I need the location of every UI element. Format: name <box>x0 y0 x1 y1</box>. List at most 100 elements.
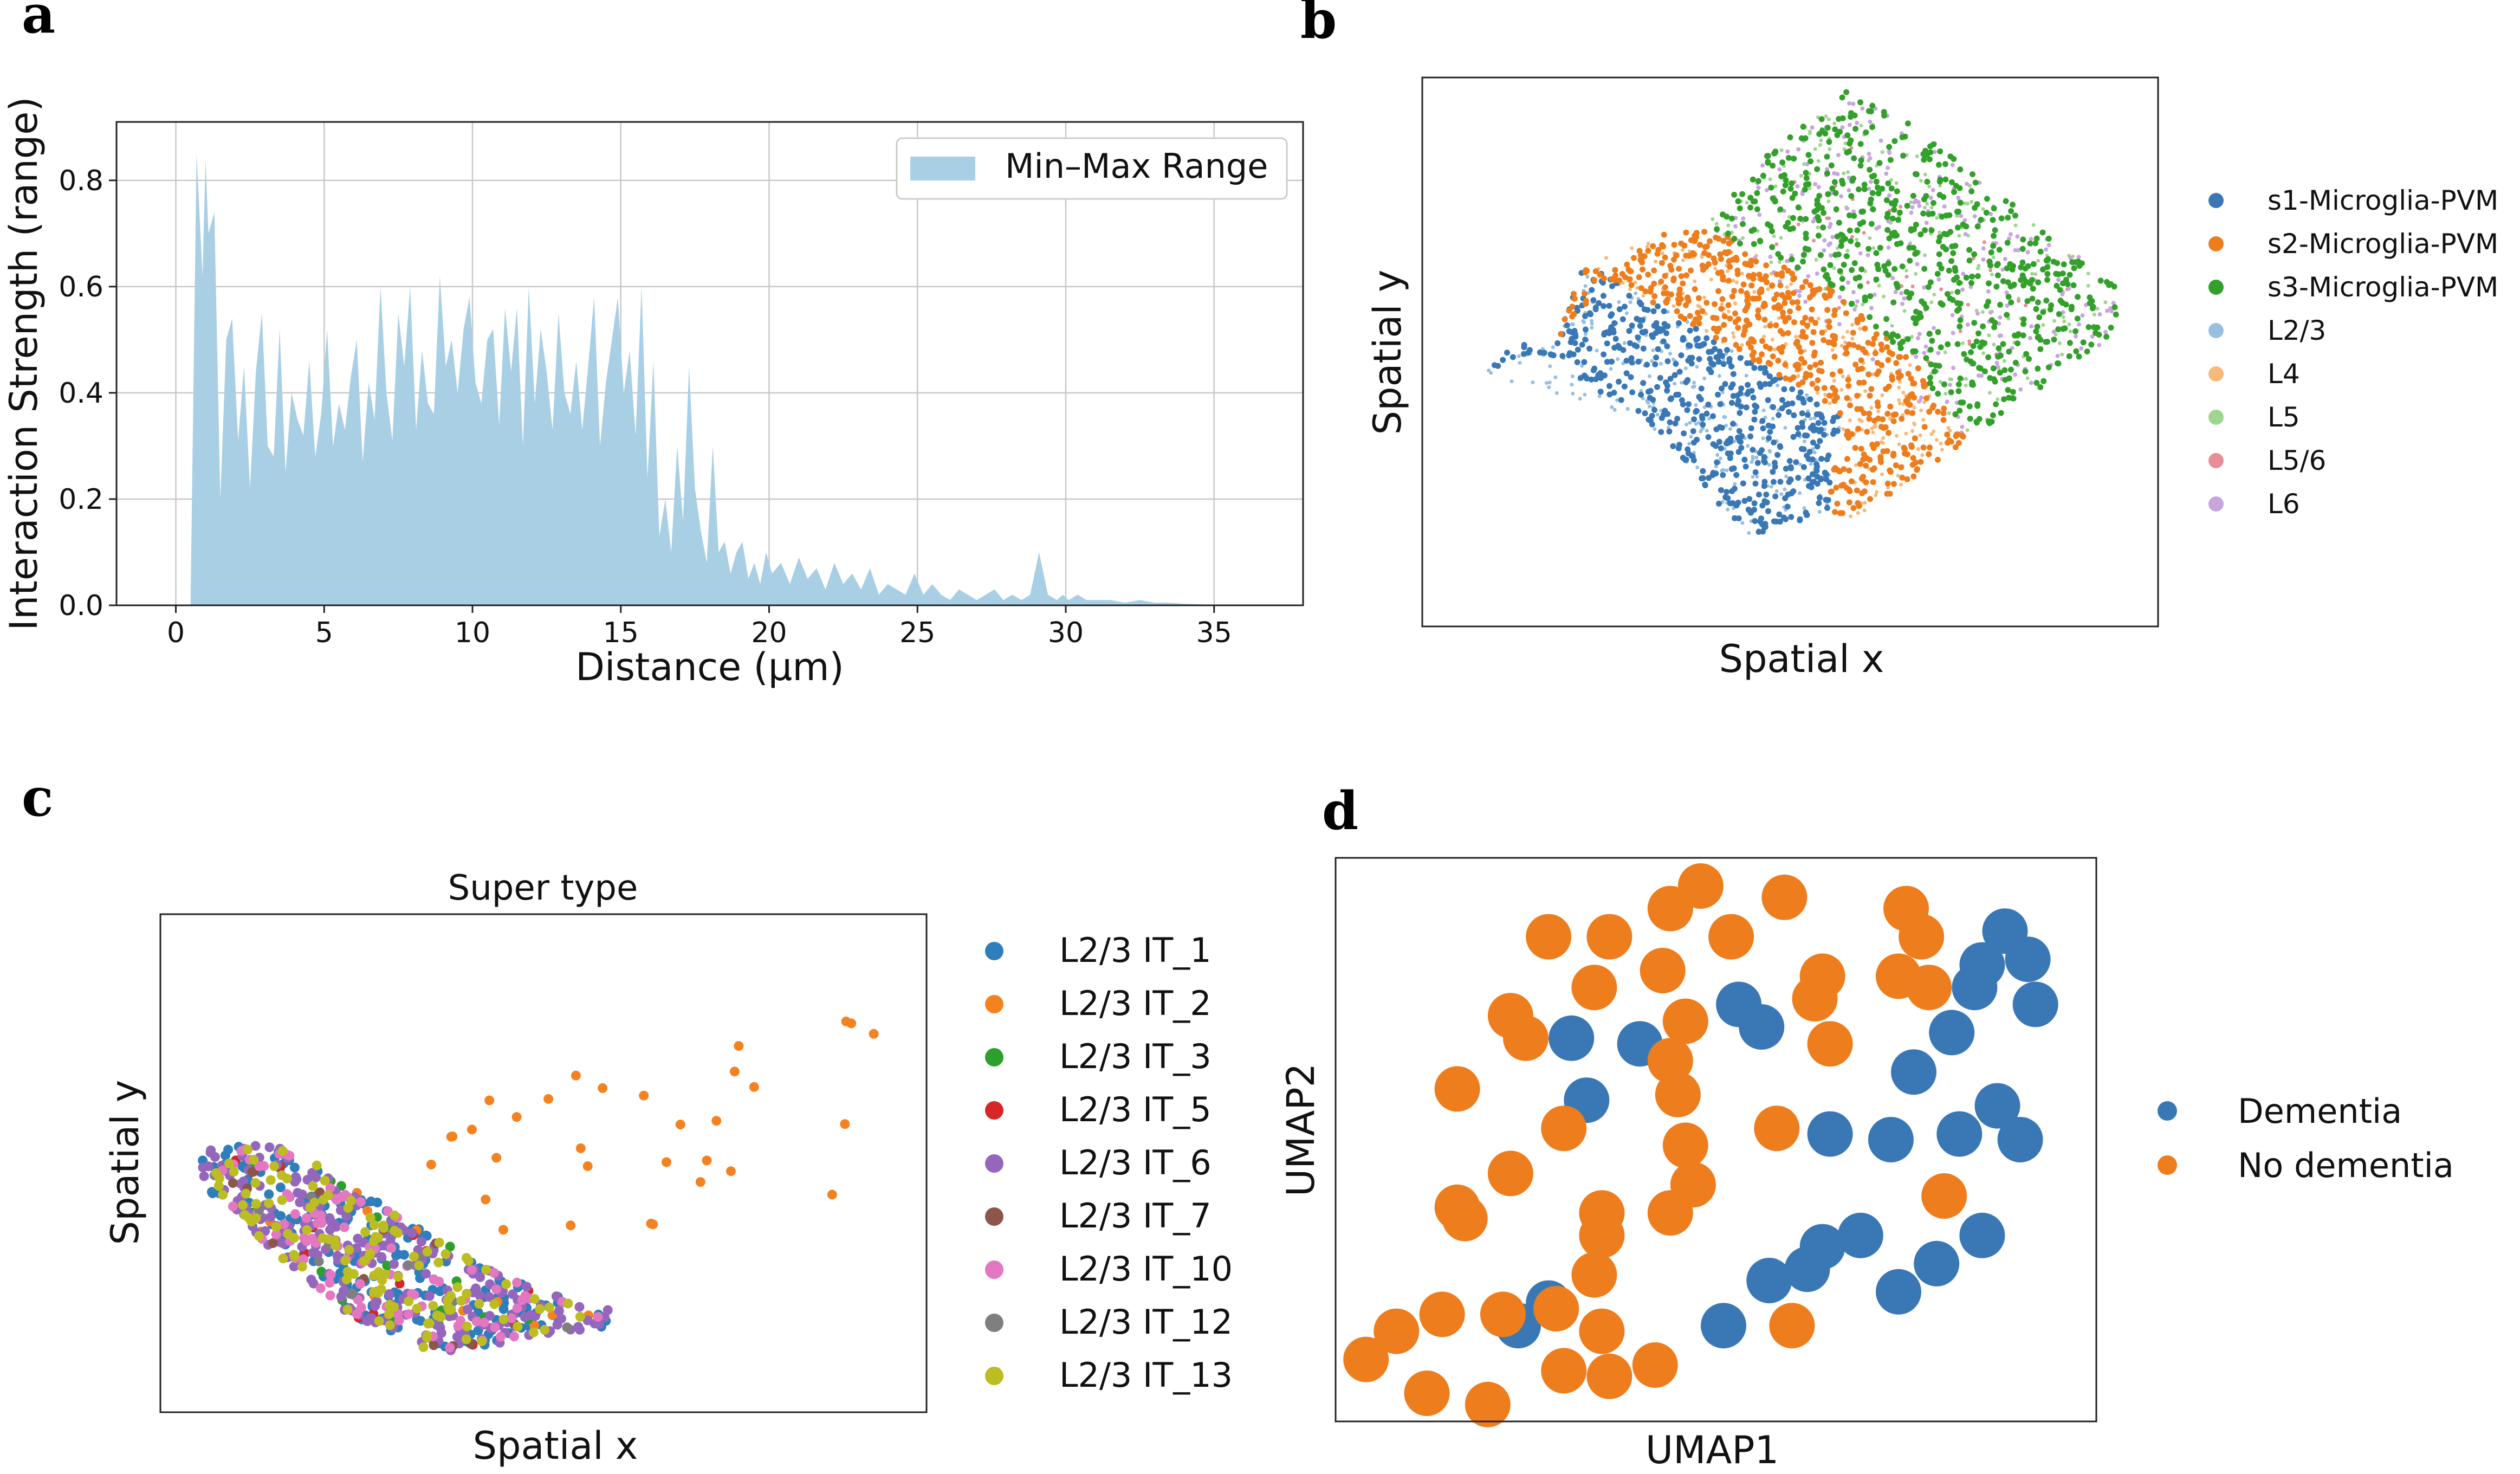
panel-b-point <box>1713 443 1719 449</box>
panel-c-point <box>243 1145 253 1155</box>
panel-c-legend-marker <box>985 1048 1003 1066</box>
panel-a-x-tick-label: 30 <box>1048 617 1084 649</box>
panel-c-point <box>320 1175 330 1186</box>
panel-b-point <box>1843 345 1849 351</box>
panel-b-point <box>1741 236 1745 240</box>
panel-b-point <box>2055 326 2062 333</box>
panel-b-point <box>1954 341 1961 347</box>
panel-b-point <box>2019 245 2026 252</box>
panel-b-point <box>1722 249 1728 256</box>
panel-b-point <box>1861 488 1868 495</box>
panel-b-point <box>1694 436 1700 443</box>
panel-b-point <box>1920 210 1927 217</box>
panel-c-point <box>315 1283 326 1294</box>
panel-b-point <box>1768 255 1773 259</box>
panel-b-point <box>1685 446 1691 452</box>
panel-b-point <box>2024 298 2031 305</box>
panel-b-point <box>1752 469 1759 475</box>
panel-b-point <box>1907 257 1913 264</box>
panel-b-point <box>1952 411 1959 417</box>
panel-b-point <box>1941 405 1947 412</box>
panel-b-point <box>1841 335 1845 339</box>
panel-b-point <box>1869 406 1874 410</box>
panel-b-point <box>1968 349 1974 355</box>
panel-b-point <box>1971 251 1978 257</box>
panel-b-point <box>1837 128 1843 135</box>
panel-b-point <box>1604 329 1610 335</box>
panel-b-point <box>1870 372 1875 377</box>
panel-b-point <box>1489 371 1493 375</box>
panel-b-point <box>1635 334 1641 341</box>
panel-b-point <box>1868 179 1873 184</box>
panel-b-point <box>1923 344 1928 349</box>
panel-b-point <box>1882 294 1886 299</box>
panel-b-point <box>1922 351 1927 355</box>
panel-b-point <box>1592 268 1599 274</box>
panel-b-point <box>1765 221 1771 228</box>
panel-b-point <box>1809 380 1816 387</box>
panel-b-point <box>1574 359 1580 365</box>
panel-b-point <box>1938 184 1942 188</box>
panel-b-point <box>1641 253 1648 260</box>
panel-b-point <box>1942 161 1948 167</box>
panel-b-point <box>1899 291 1904 296</box>
panel-b-point <box>1917 231 1924 237</box>
panel-b-point <box>1837 322 1842 327</box>
panel-b-point <box>1883 316 1890 322</box>
panel-d-point <box>1343 1336 1389 1382</box>
panel-b-point <box>1863 129 1869 135</box>
panel-b-point <box>1830 348 1835 352</box>
panel-b-point <box>1875 190 1882 197</box>
panel-b-point <box>1962 218 1967 223</box>
panel-b-point <box>1894 232 1900 238</box>
panel-b-point <box>1621 383 1628 390</box>
panel-c-point <box>265 1175 276 1185</box>
panel-b-point <box>1681 248 1685 252</box>
panel-b-point <box>1777 167 1782 172</box>
panel-c-point <box>312 1160 322 1171</box>
panel-b-point <box>1737 438 1743 444</box>
panel-b-point <box>1816 159 1821 163</box>
panel-b-point <box>1814 443 1821 450</box>
panel-b-point <box>1713 267 1718 271</box>
panel-b-point <box>1980 310 1985 314</box>
panel-b-point <box>1972 205 1978 211</box>
panel-b-point <box>1990 243 1997 249</box>
panel-c-point <box>501 1279 511 1289</box>
panel-b-point <box>1718 306 1725 312</box>
panel-b-point <box>1569 303 1576 310</box>
panel-b-point <box>1747 531 1751 535</box>
panel-b-point <box>1727 315 1733 322</box>
panel-c-point <box>385 1236 396 1246</box>
panel-b-point <box>1799 319 1806 326</box>
panel-b-point <box>1949 290 1954 295</box>
panel-b-point <box>1845 383 1852 389</box>
panel-b-point <box>1655 412 1660 417</box>
panel-b-point <box>1890 299 1897 306</box>
panel-b-point <box>1717 251 1724 257</box>
panel-b-point <box>1685 320 1689 324</box>
panel-c-point <box>369 1270 379 1281</box>
panel-b-point <box>1846 170 1850 174</box>
panel-b-point <box>1635 286 1640 290</box>
panel-b-point <box>1831 312 1837 318</box>
panel-b-point <box>1713 470 1719 477</box>
panel-b-point <box>2040 266 2046 273</box>
panel-b-point <box>1852 307 1857 312</box>
panel-b-point <box>1735 198 1741 204</box>
panel-b-point <box>1982 240 1986 244</box>
panel-b-point <box>1935 161 1942 168</box>
panel-b-point <box>1961 341 1965 345</box>
panel-b-point <box>1927 184 1932 189</box>
panel-b-point <box>1714 464 1718 469</box>
panel-b-point <box>1858 209 1865 215</box>
panel-b-point <box>1877 244 1883 251</box>
panel-b-point <box>1666 428 1673 435</box>
panel-b-point <box>1795 305 1802 311</box>
panel-b-point <box>1807 396 1813 403</box>
panel-b-point <box>1800 191 1805 196</box>
panel-b-point <box>1854 463 1858 467</box>
panel-d-point <box>1708 914 1754 960</box>
panel-b-point <box>2111 301 2116 306</box>
panel-b-point <box>1781 386 1787 392</box>
